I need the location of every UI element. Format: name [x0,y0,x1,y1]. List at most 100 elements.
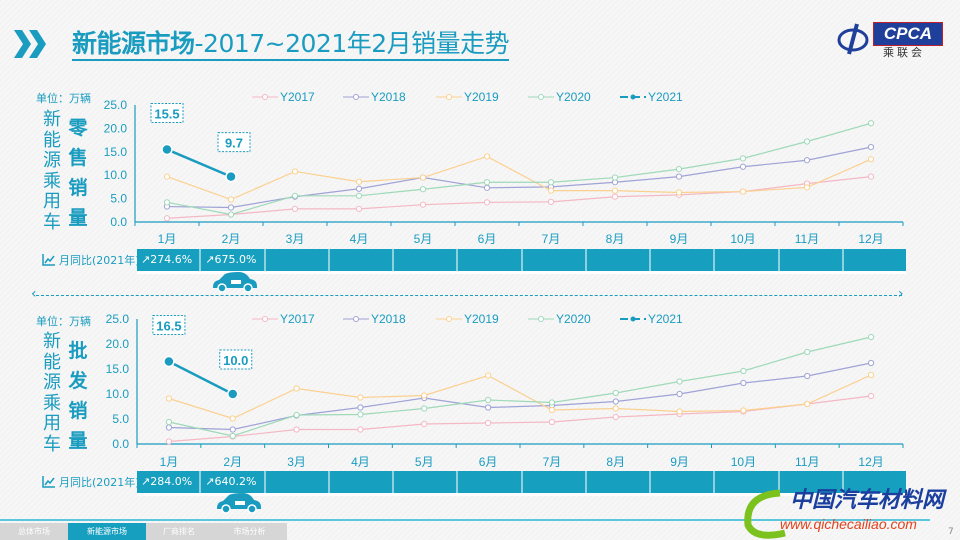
legend-marker-Y2017 [262,94,268,100]
retail-chart: 0.0 5.0 10.0 15.0 20.0 25.0 1月 2月 3月 4月 5月 6月 7月 8月 9月… [104,90,904,246]
ratio-cell [843,249,906,271]
ratio-cell [715,249,780,271]
data-point-Y2019 [739,188,747,195]
x-tick-label: 8月 [606,455,625,469]
retail-ratio-row: ↗274.6% ↗675.0% [137,249,906,274]
x-tick-label: 9月 [670,232,689,246]
data-point-Y2017 [291,205,299,212]
data-point-Y2019 [483,153,491,160]
ratio-cell: ↗640.2% [201,471,266,493]
data-point-Y2019 [421,392,428,399]
series-line-Y2020 [168,336,872,437]
ratio-label-text: 月同比(2021年) [59,254,140,267]
y-tick-label: 25.0 [106,312,130,326]
data-label-box [217,132,251,153]
data-point-Y2019 [357,394,364,401]
data-point-Y2019 [227,196,235,203]
y-tick-label: 5.0 [110,192,127,206]
data-label: 16.5 [156,319,181,334]
data-point-Y2019 [291,168,299,175]
trend-chart-icon [42,476,55,488]
data-point-Y2021 [161,143,173,156]
watermark-text: 中国汽车材料网 [790,488,945,513]
legend-label-Y2019: Y2019 [464,312,499,326]
data-point-Y2020 [548,399,556,406]
nav-tab[interactable]: 市场分析 [212,523,287,540]
data-point-Y2018 [804,372,811,380]
nav-tab[interactable]: 厂商排名 [146,523,212,540]
ratio-cell: ↗675.0% [201,249,266,271]
ratio-cell [586,249,651,271]
data-point-Y2017 [548,418,556,426]
data-point-Y2017 [483,199,491,206]
data-point-Y2017 [293,426,300,433]
nav-tab[interactable]: 总体市场 [0,523,68,540]
legend-label-Y2018: Y2018 [371,312,406,326]
data-point-Y2017 [355,205,363,212]
data-point-Y2017 [484,419,492,427]
legend-marker-Y2017 [262,316,268,322]
ratio-cell [394,249,459,271]
data-point-Y2018 [803,157,811,164]
watermark-swoosh-icon [744,489,786,539]
y-tick-label: 15.0 [106,362,130,376]
x-tick-label: 11月 [795,455,819,469]
title-bold: 新能源市场 [72,29,195,58]
legend-marker-Y2018 [353,94,359,100]
series-line-Y2017 [168,395,872,443]
data-point-Y2018 [867,144,875,151]
data-label-box [219,349,253,370]
trend-up-icon: ↗ [141,253,151,266]
y-tick-label: 0.0 [110,215,127,229]
data-point-Y2020 [293,411,300,419]
x-tick-label: 3月 [286,232,305,246]
data-point-Y2020 [739,155,747,162]
trend-up-icon: ↗ [141,475,151,488]
x-tick-label: 5月 [414,232,433,246]
data-point-Y2017 [867,173,875,180]
legend-marker-Y2019 [446,316,452,322]
ratio-cell [522,249,587,271]
nav-tab[interactable]: 新能源市场 [68,523,146,540]
watermark-logo: 中国汽车材料网 www.qichecailiao.com [740,485,944,539]
data-point-Y2021 [227,388,239,400]
data-point-Y2020 [867,333,875,341]
ratio-cell [651,249,716,271]
car-icon [213,272,257,293]
data-point-Y2017 [547,198,555,205]
ratio-value: 675.0% [214,253,257,266]
ratio-cell [586,471,651,493]
footer-line [0,519,930,521]
page-title: 新能源市场-2017~2021年2月销量走势 [72,28,510,61]
x-tick-label: 1月 [160,455,179,469]
legend-marker-Y2020 [538,316,544,322]
data-point-Y2020 [421,405,428,412]
ratio-cell [651,471,716,493]
data-point-Y2020 [229,432,236,440]
data-label: 10.0 [223,353,248,368]
ratio-cell [458,471,523,493]
unit-label: 单位：万辆 [36,92,91,105]
data-point-Y2018 [484,404,492,411]
data-point-Y2019 [676,408,683,415]
x-tick-label: 11月 [795,232,819,246]
data-point-Y2019 [229,415,236,422]
ratio-cell [329,471,394,493]
ratio-label: 月同比(2021年) [42,252,140,268]
ratio-cell [522,471,587,493]
data-point-Y2020 [547,179,555,186]
x-tick-label: 4月 [351,455,370,469]
data-point-Y2018 [675,173,683,180]
side-label: 新能源乘用车 [43,331,61,455]
data-point-Y2019 [675,189,683,196]
data-point-Y2020 [419,186,427,193]
data-point-Y2019 [547,187,555,194]
ratio-cell: ↗274.6% [137,249,202,271]
data-point-Y2018 [612,398,619,405]
data-point-Y2020 [484,396,492,404]
x-tick-label: 12月 [858,232,883,246]
data-point-Y2020 [611,174,619,181]
data-point-Y2017 [419,201,427,208]
data-point-Y2020 [227,211,235,218]
data-point-Y2020 [355,192,363,199]
